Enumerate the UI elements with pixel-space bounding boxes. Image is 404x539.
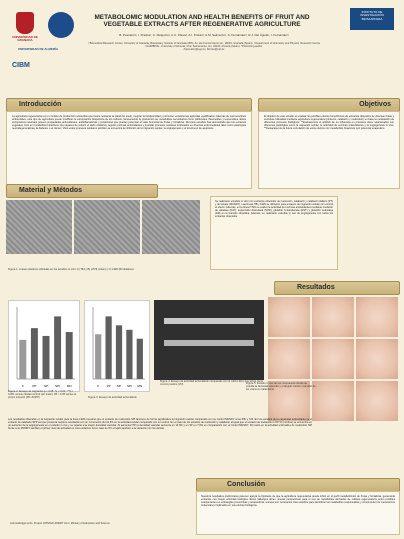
bar-SPI	[126, 329, 133, 379]
tick-label-C: C	[97, 384, 100, 388]
tick-label-PP: PP	[32, 384, 36, 388]
cibm-logo: CIBM	[12, 62, 30, 69]
methods-box: Se realizaron estudios in vitro con extr…	[210, 196, 338, 270]
ual-wordmark: UNIVERSIDAD DE ALMERÍA	[18, 47, 59, 51]
figure2-svg: C PP SP SPI MN	[16, 307, 75, 388]
objectives-text: El objetivo de este estudio es evaluar l…	[264, 115, 394, 131]
methods-header: Material y Métodos	[6, 184, 158, 198]
affiliations: ¹ Biomedical Research Center, University…	[88, 42, 321, 51]
bar-MN	[136, 338, 143, 379]
tick-label-C: C	[22, 384, 25, 388]
tick-label-MN: MN	[137, 384, 142, 388]
intro-text: La agricultura regenerativa es un modelo…	[12, 115, 246, 131]
tick-label-PP: PP	[107, 384, 111, 388]
methods-text: Se realizaron estudios in vitro con extr…	[215, 200, 333, 219]
intro-header: Introducción	[6, 98, 252, 112]
authors: B. Pescatori¹, I. Prados¹, C. Melguizo¹,…	[119, 33, 289, 37]
figure1-caption: Figura 1. Líneas celulares utilizadas en…	[8, 268, 135, 271]
conclusion-text: Nuestros resultados preliminares parecen…	[201, 495, 395, 508]
ibs-logo: INSTITUTO DE INVESTIGACIÓN BIOSANITARIA	[350, 8, 394, 30]
figure3-chart: C PP SP SPI MN	[84, 300, 150, 392]
tick-label-MN: MN	[67, 384, 72, 388]
university-granada-logo: UNIVERSIDAD DE GRANADA	[8, 10, 42, 52]
poster-title: METABOLOMIC MODULATION AND HEALTH BENEFI…	[94, 14, 310, 29]
bar-PP	[105, 316, 112, 379]
cell-image-a	[6, 200, 72, 254]
figure3-svg: C PP SP SPI MN	[92, 307, 145, 388]
bar-PP	[30, 328, 38, 379]
intro-box: La agricultura regenerativa es un modelo…	[6, 111, 252, 189]
results-text: Los resultados obtenidos en la migración…	[8, 418, 312, 431]
bar-MN	[65, 332, 73, 379]
tick-label-SP: SP	[117, 384, 121, 388]
bar-C	[95, 334, 102, 379]
objectives-box: El objetivo de este estudio es evaluar l…	[258, 111, 400, 189]
figure5-caption: Figura 5. Estudio in ovo de los compuest…	[246, 382, 316, 392]
conclusion-header: Conclusión	[196, 478, 400, 492]
figure2-chart: C PP SP SPI MN	[8, 300, 80, 392]
bar-SPI	[54, 316, 62, 379]
tick-label-SPI: SPI	[127, 384, 132, 388]
conclusion-box: Nuestros resultados preliminares parecen…	[196, 491, 400, 535]
figure2-caption: Figura 2. Ensayo de migración p < 0.05; …	[8, 390, 77, 400]
tick-label-SP: SP	[44, 384, 48, 388]
figure4-caption: Figura 4. Ensayo de actividad antioxidan…	[160, 380, 264, 387]
bar-C	[19, 339, 27, 379]
university-almeria-logo	[48, 12, 74, 38]
objectives-header: Objetivos	[258, 98, 400, 112]
tick-label-SPI: SPI	[55, 384, 60, 388]
figure5-grid	[268, 297, 398, 429]
acknowledgements: Acknowledgements. Project CPP2022-009967…	[10, 522, 110, 525]
figure4-image	[154, 300, 264, 380]
figure3-caption: Figura 3. Ensayo de actividad antioxidan…	[88, 396, 137, 399]
bar-SP	[115, 325, 123, 379]
bar-SP	[42, 335, 50, 379]
cell-image-b	[74, 200, 140, 254]
cell-image-c	[142, 200, 200, 254]
results-header: Resultados	[274, 281, 400, 295]
